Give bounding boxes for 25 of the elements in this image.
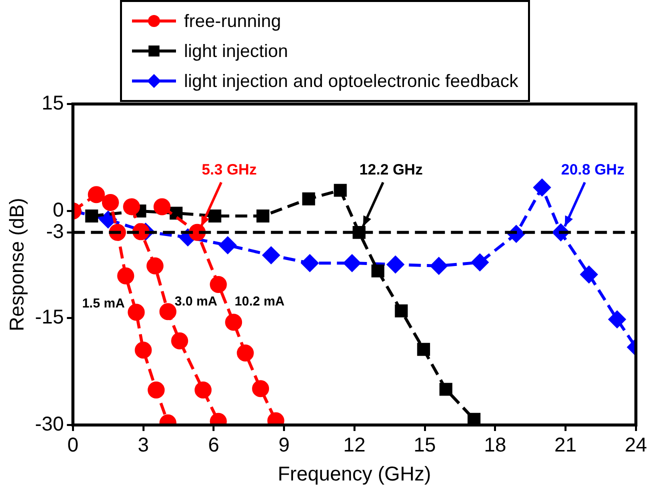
x-tick-label: 18 [484, 434, 506, 457]
x-tick-label: 12 [343, 434, 366, 457]
legend-label: light injection and optoelectronic feedback [184, 70, 518, 92]
y-tick-label: -15 [35, 306, 64, 329]
x-tick-label: 24 [624, 434, 647, 457]
annotation: 1.5 mA [82, 296, 126, 311]
x-tick-label: 0 [67, 434, 78, 457]
annotation: 20.8 GHz [561, 162, 624, 179]
x-tick-label: 6 [208, 434, 220, 457]
x-tick-label: 15 [414, 434, 436, 457]
legend-label: free-running [184, 10, 282, 32]
annotation: 5.3 GHz [202, 162, 257, 179]
annotation: 3.0 mA [174, 294, 218, 309]
y-tick-label: 15 [42, 92, 64, 115]
legend-label: light injection [184, 40, 288, 62]
x-tick-label: 3 [138, 434, 149, 457]
annotation: 12.2 GHz [359, 162, 423, 179]
x-tick-label: 9 [278, 434, 290, 457]
y-axis-title: Response (dB) [6, 198, 29, 332]
y-tick-label: 0 [52, 200, 64, 222]
y-tick-label: -3 [46, 220, 64, 243]
x-axis-title: Frequency (GHz) [278, 464, 432, 486]
y-tick-label: -30 [35, 414, 64, 436]
annotation: 10.2 mA [234, 294, 286, 309]
x-tick-label: 21 [554, 434, 577, 457]
